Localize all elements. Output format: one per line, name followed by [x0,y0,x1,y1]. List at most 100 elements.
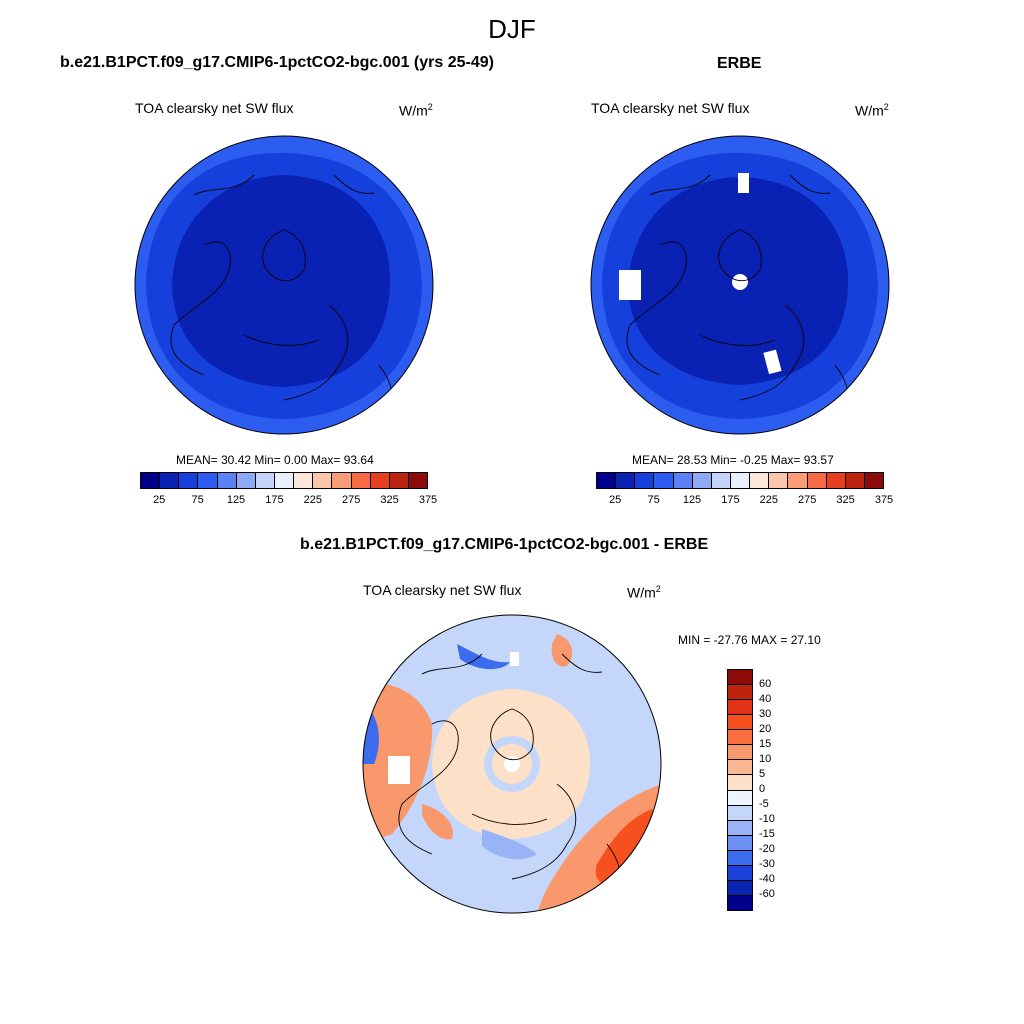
colorbar-tick-label: 25 [609,494,622,506]
colorbar-tick-label: -20 [759,843,775,855]
colorbar-tick-label: -30 [759,858,775,870]
colorbar-tick-label: 75 [191,494,204,506]
obs-missing-pole [732,274,748,290]
diff-variable-label: TOA clearsky net SW flux [363,582,522,598]
colorbar-swatch [635,473,655,488]
colorbar-tick-label: 5 [759,768,766,780]
colorbar-swatch [332,473,352,488]
diff-cool-patch-1 [482,829,537,860]
diff-cool-ring [484,736,540,792]
model-map-inner-band [172,175,391,387]
colorbar-swatch [141,473,161,488]
model-variable-label: TOA clearsky net SW flux [135,100,294,116]
diff-missing-patch-1 [388,756,410,784]
obs-variable-label: TOA clearsky net SW flux [591,100,750,116]
colorbar-swatch [728,895,752,910]
colorbar-swatch [728,685,752,701]
colorbar-tick-label: 225 [303,494,322,506]
colorbar-swatch [728,730,752,746]
model-colorbar: 25 75 125 175 225 275 325 375 [140,472,437,506]
colorbar-tick-label: 40 [759,693,772,705]
colorbar-swatch [654,473,674,488]
colorbar-swatch [728,805,752,821]
colorbar-tick-label: 275 [342,494,361,506]
colorbar-tick-label: 225 [759,494,778,506]
obs-units: W/m2 [855,102,889,119]
obs-colorbar-ticks: 25 75 125 175 225 275 325 375 [596,494,893,508]
obs-missing-patch-2 [738,173,749,193]
model-panel-title: b.e21.B1PCT.f09_g17.CMIP6-1pctCO2-bgc.00… [60,54,494,71]
obs-missing-patch-3 [763,349,782,375]
colorbar-tick-label: -10 [759,813,775,825]
model-polar-map [134,135,434,435]
colorbar-tick-label: 60 [759,678,772,690]
diff-colorbar-ticks: 60 40 30 20 15 10 5 0 -5 -10 -15 -20 -30 -40 -60 [759,669,799,909]
colorbar-tick-label: 325 [380,494,399,506]
colorbar-swatch [294,473,314,488]
colorbar-swatch [728,865,752,881]
obs-stats: MEAN= 28.53 Min= -0.25 Max= 93.57 [632,453,834,467]
colorbar-swatch [255,473,275,488]
obs-polar-map [590,135,890,435]
colorbar-swatch [274,473,295,488]
diff-warm-east-core [595,809,661,885]
colorbar-tick-label: 275 [798,494,817,506]
colorbar-swatch [730,473,751,488]
colorbar-tick-label: 20 [759,723,772,735]
colorbar-tick-label: -5 [759,798,769,810]
colorbar-swatch [351,473,371,488]
colorbar-tick-label: 375 [874,494,894,506]
colorbar-swatch [597,473,617,488]
colorbar-tick-label: 375 [418,494,438,506]
colorbar-tick-label: -40 [759,873,775,885]
colorbar-swatch [864,473,884,488]
diff-missing-patch-2 [510,652,519,666]
obs-colorbar-swatches [596,472,884,489]
diff-colorbar-swatches [727,669,753,911]
colorbar-tick-label: 125 [682,494,702,506]
colorbar-swatch [728,715,752,731]
colorbar-tick-label: 125 [226,494,246,506]
colorbar-swatch [728,700,752,716]
colorbar-tick-label: 175 [265,494,284,506]
colorbar-swatch [728,790,752,806]
colorbar-tick-label: 25 [153,494,166,506]
colorbar-swatch [370,473,390,488]
colorbar-swatch [198,473,218,488]
colorbar-swatch [616,473,636,488]
colorbar-swatch [236,473,256,488]
colorbar-tick-label: 15 [759,738,772,750]
colorbar-swatch [728,820,752,836]
colorbar-swatch [728,760,752,776]
obs-panel-title: ERBE [717,55,762,72]
colorbar-swatch [769,473,789,488]
colorbar-swatch [807,473,827,488]
colorbar-swatch [160,473,180,488]
diff-stats: MIN = -27.76 MAX = 27.10 [678,633,821,647]
colorbar-swatch [179,473,199,488]
colorbar-swatch [408,473,428,488]
colorbar-swatch [711,473,731,488]
diff-colorbar: 60 40 30 20 15 10 5 0 -5 -10 -15 -20 -30 -40 -60 [727,669,775,911]
colorbar-swatch [313,473,333,488]
diff-panel-title: b.e21.B1PCT.f09_g17.CMIP6-1pctCO2-bgc.00… [300,536,709,553]
colorbar-swatch [217,473,237,488]
colorbar-swatch [692,473,712,488]
model-colorbar-swatches [140,472,428,489]
colorbar-swatch [845,473,865,488]
colorbar-tick-label: 75 [647,494,660,506]
colorbar-tick-label: -60 [759,888,775,900]
diff-warm-patch-4 [422,804,453,840]
colorbar-tick-label: 175 [721,494,740,506]
colorbar-swatch [728,670,752,686]
colorbar-swatch [728,850,752,866]
colorbar-swatch [673,473,693,488]
diff-polar-map [362,614,662,914]
colorbar-swatch [728,745,752,761]
colorbar-swatch [389,473,409,488]
obs-colorbar: 25 75 125 175 225 275 325 375 [596,472,893,506]
colorbar-swatch [788,473,808,488]
model-colorbar-ticks: 25 75 125 175 225 275 325 375 [140,494,437,508]
colorbar-tick-label: 0 [759,783,766,795]
obs-missing-patch-1 [619,270,641,300]
